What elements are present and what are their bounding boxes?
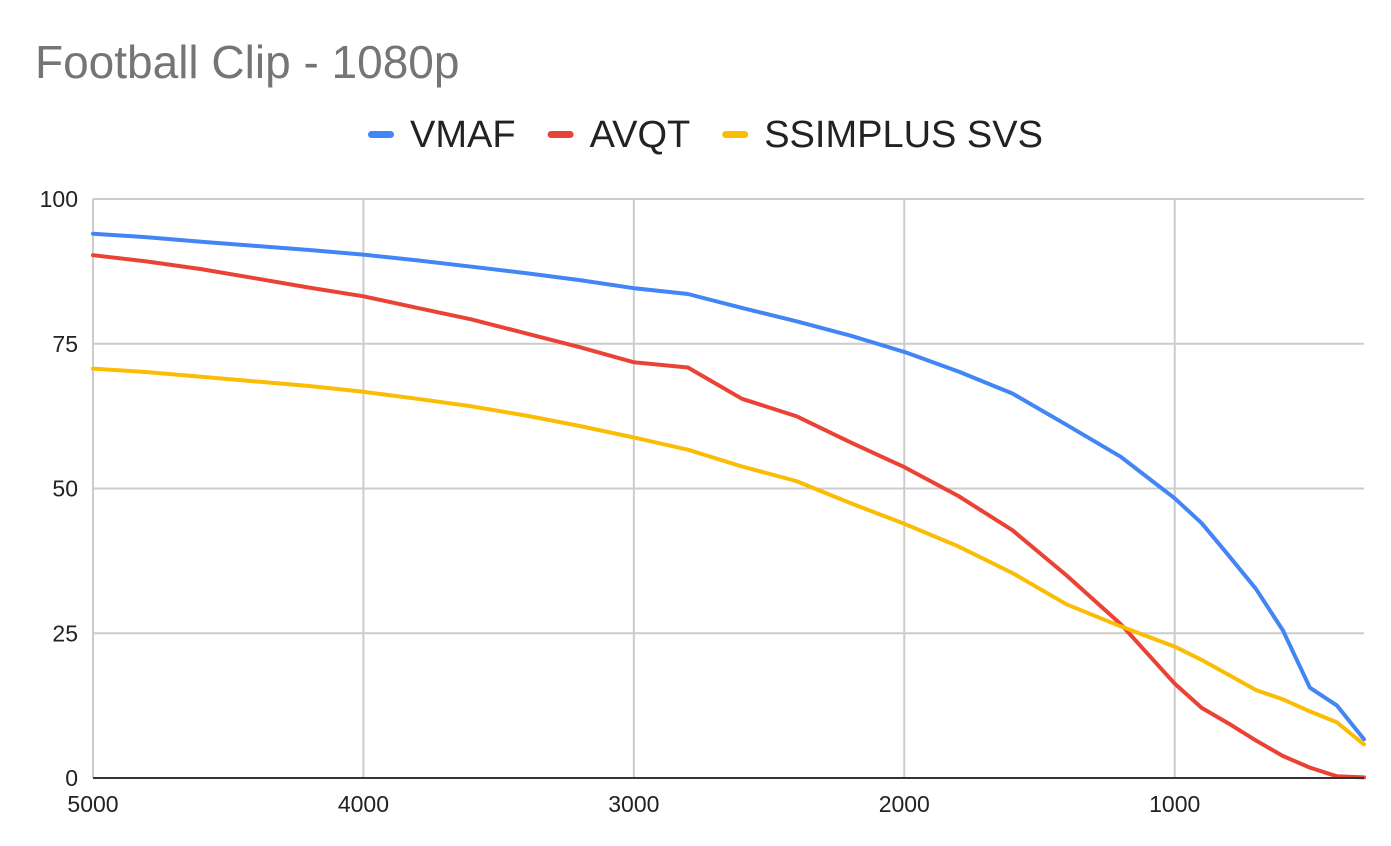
y-tick-label: 0 <box>65 765 78 791</box>
legend-item: VMAF <box>368 114 516 156</box>
legend-label: AVQT <box>590 114 691 156</box>
x-axis-ticks: 5000 4000 3000 2000 1000 <box>67 791 1200 817</box>
chart-title: Football Clip - 1080p <box>35 36 459 88</box>
legend-swatch <box>722 131 749 138</box>
series-line-avqt <box>91 253 1366 780</box>
gridlines <box>92 198 1364 778</box>
x-tick-label: 3000 <box>608 791 659 817</box>
legend-label: SSIMPLUS SVS <box>764 114 1043 156</box>
chart-legend: VMAF AVQT SSIMPLUS SVS <box>368 114 1043 156</box>
series-line-ssimplus-svs <box>91 366 1366 747</box>
x-tick-label: 5000 <box>67 791 118 817</box>
legend-item: AVQT <box>547 114 691 156</box>
y-tick-label: 75 <box>52 331 78 357</box>
series-lines <box>91 231 1366 780</box>
y-tick-label: 100 <box>40 186 78 212</box>
series-line-vmaf <box>91 231 1366 742</box>
legend-label: VMAF <box>410 114 516 156</box>
legend-swatch <box>547 131 574 138</box>
y-axis-ticks: 0 25 50 75 100 <box>40 186 78 791</box>
y-tick-label: 25 <box>52 620 78 646</box>
legend-swatch <box>368 131 394 138</box>
x-tick-label: 1000 <box>1149 791 1200 817</box>
y-tick-label: 50 <box>52 476 78 502</box>
x-tick-label: 4000 <box>338 791 389 817</box>
legend-item: SSIMPLUS SVS <box>722 114 1043 156</box>
x-tick-label: 2000 <box>879 791 930 817</box>
